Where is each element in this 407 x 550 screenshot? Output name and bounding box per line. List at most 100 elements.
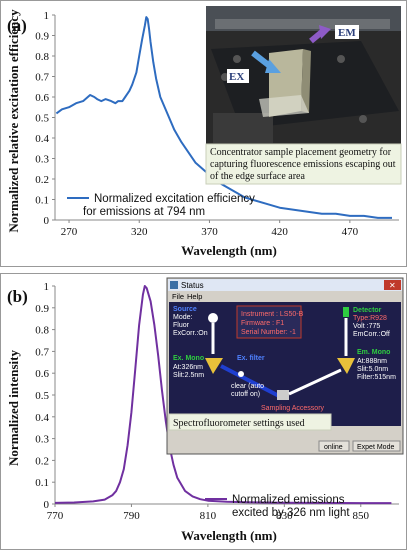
- y-axis-title: Normalized intensity: [6, 350, 21, 466]
- x-tick-label: 420: [271, 226, 288, 238]
- y-tick-label: 0.8: [35, 325, 49, 337]
- ex-mono-line1: At:326nm: [173, 364, 203, 371]
- ex-mono-title: Ex. Mono: [173, 355, 204, 362]
- detector-line1: Volt :775: [353, 323, 380, 330]
- series-line: [55, 16, 392, 219]
- legend-b-line1: Normalized emissions: [232, 494, 345, 506]
- y-tick-label: 0.7: [35, 346, 49, 358]
- status-online-text: online: [324, 444, 343, 451]
- panel-b-label: (b): [7, 287, 28, 306]
- status-mode-text: Expet Mode: [357, 444, 394, 451]
- detector-type: Type:R928: [353, 315, 387, 322]
- y-axis-title: Normalized relative excitation efficienc…: [6, 9, 21, 233]
- em-mono-line3: Filter:515nm: [357, 374, 396, 381]
- detector-title: Detector: [353, 307, 382, 314]
- series-line: [54, 285, 392, 505]
- legend-b-line2: excited by 326 nm light: [232, 507, 350, 519]
- status-titlebar: [168, 279, 402, 291]
- source-line3: ExCorr.:On: [173, 330, 208, 337]
- em-mono-title: Em. Mono: [357, 349, 390, 356]
- y-tick-label: 0: [44, 215, 50, 227]
- panel-b: (b) 0 0.1 0.2 0.3 0.4 0.5 0.6 0.7 0.8 0.9 1 770 790 8…: [0, 273, 407, 550]
- y-tick-label: 0.8: [35, 51, 49, 63]
- clear-line1: clear (auto: [231, 383, 264, 390]
- y-tick-label: 1: [44, 10, 50, 22]
- detector-icon: [343, 307, 349, 317]
- placement-caption-box: [205, 143, 402, 185]
- x-tick-label: 370: [201, 226, 218, 238]
- menu-file[interactable]: File: [172, 292, 184, 301]
- panel-a-label: (a): [7, 16, 27, 35]
- ex-filter-icon: [238, 371, 244, 377]
- status-mode: [352, 440, 401, 452]
- y-tick-label: 0.3: [35, 154, 49, 166]
- settings-caption: Spectrofluorometer settings used: [173, 418, 305, 429]
- ex-label-box: [227, 69, 249, 83]
- em-label: EM: [338, 27, 356, 39]
- detector-line2: EmCorr.:Off: [353, 331, 390, 338]
- x-tick-label: 790: [123, 510, 140, 522]
- placement-caption-line1: Concentrator sample placement geometry f…: [210, 147, 392, 158]
- source-title: Source: [173, 306, 197, 313]
- emission-chart: (b) 0 0.1 0.2 0.3 0.4 0.5 0.6 0.7 0.8 0.9 1 770 790 8…: [6, 277, 404, 543]
- status-window: Status ✕ File Help Source Mode: Fluor Ex…: [166, 277, 404, 455]
- y-tick-label: 0.1: [35, 195, 49, 207]
- lamp-icon: [208, 313, 218, 323]
- y-tick-label: 0.7: [35, 72, 49, 84]
- close-icon: ✕: [389, 281, 396, 290]
- legend-b: Normalized emissions excited by 326 nm l…: [205, 494, 350, 519]
- x-tick-label: 270: [61, 226, 78, 238]
- panel-a: (a) 0 0.1 0.2 0.3 0.4 0.5 0.6 0.7 0.8 0.9 1 270 320 3…: [0, 0, 407, 267]
- x-tick-label: 320: [131, 226, 148, 238]
- instrument-line1: Instrument : LS50-B: [241, 311, 304, 318]
- source-line1: Mode:: [173, 314, 193, 321]
- legend-a-line2: for emissions at 794 nm: [83, 206, 205, 218]
- y-tick-label: 0.5: [35, 390, 49, 402]
- sample-cuvette-icon: [277, 390, 289, 400]
- instrument-line2: Firmware : F1: [241, 320, 284, 327]
- y-tick-label: 0.2: [35, 174, 49, 186]
- em-mono-line1: At:888nm: [357, 358, 387, 365]
- ex-mono-prism-icon: [205, 358, 223, 374]
- status-window-title: Status: [181, 281, 204, 290]
- sampling-accessory-label: Sampling Accessory: [261, 405, 325, 412]
- y-tick-label: 0.9: [35, 303, 49, 315]
- settings-caption-box: [168, 413, 332, 431]
- y-tick-label: 0.6: [35, 368, 49, 380]
- y-tick-label: 0.4: [35, 133, 49, 145]
- excitation-chart: (a) 0 0.1 0.2 0.3 0.4 0.5 0.6 0.7 0.8 0.9 1 270 320 3…: [6, 6, 402, 258]
- placement-caption-line2: capturing fluorescence emissions escapin…: [210, 159, 396, 170]
- close-button[interactable]: [384, 280, 401, 290]
- x-tick-label: 810: [200, 510, 217, 522]
- instrument-line3: Serial Number: -1: [241, 329, 296, 336]
- y-tick-label: 0.2: [35, 455, 49, 467]
- y-tick-label: 0.3: [35, 434, 49, 446]
- menu-help[interactable]: Help: [187, 292, 202, 301]
- x-tick-label: 830: [276, 510, 293, 522]
- placement-caption-line3: of the edge surface area: [210, 171, 305, 182]
- y-tick-label: 1: [44, 281, 50, 293]
- x-tick-label: 850: [353, 510, 370, 522]
- y-tick-label: 0.6: [35, 92, 49, 104]
- ex-filter-label: Ex. filter: [237, 355, 265, 362]
- source-line2: Fluor: [173, 322, 190, 329]
- ex-mono-line2: Slit:2.5nm: [173, 372, 204, 379]
- y-tick-label: 0.5: [35, 113, 49, 125]
- x-axis-title: Wavelength (nm): [181, 243, 277, 258]
- y-tick-label: 0: [44, 499, 50, 511]
- y-tick-label: 0.4: [35, 412, 49, 424]
- x-tick-label: 470: [342, 226, 359, 238]
- ex-label: EX: [229, 71, 244, 83]
- status-online: [318, 440, 350, 452]
- legend-a: Normalized excitation efficiency for emi…: [67, 193, 255, 218]
- status-app-icon: [170, 281, 178, 289]
- y-tick-label: 0.1: [35, 477, 49, 489]
- y-tick-label: 0.9: [35, 31, 49, 43]
- x-tick-label: 770: [47, 510, 64, 522]
- em-mono-prism-icon: [337, 358, 355, 374]
- instrument-box: [236, 305, 302, 339]
- clear-line2: cutoff on): [231, 391, 260, 398]
- em-label-box: [335, 25, 359, 39]
- x-axis-title: Wavelength (nm): [181, 528, 277, 543]
- em-mono-line2: Slit:5.0nm: [357, 366, 388, 373]
